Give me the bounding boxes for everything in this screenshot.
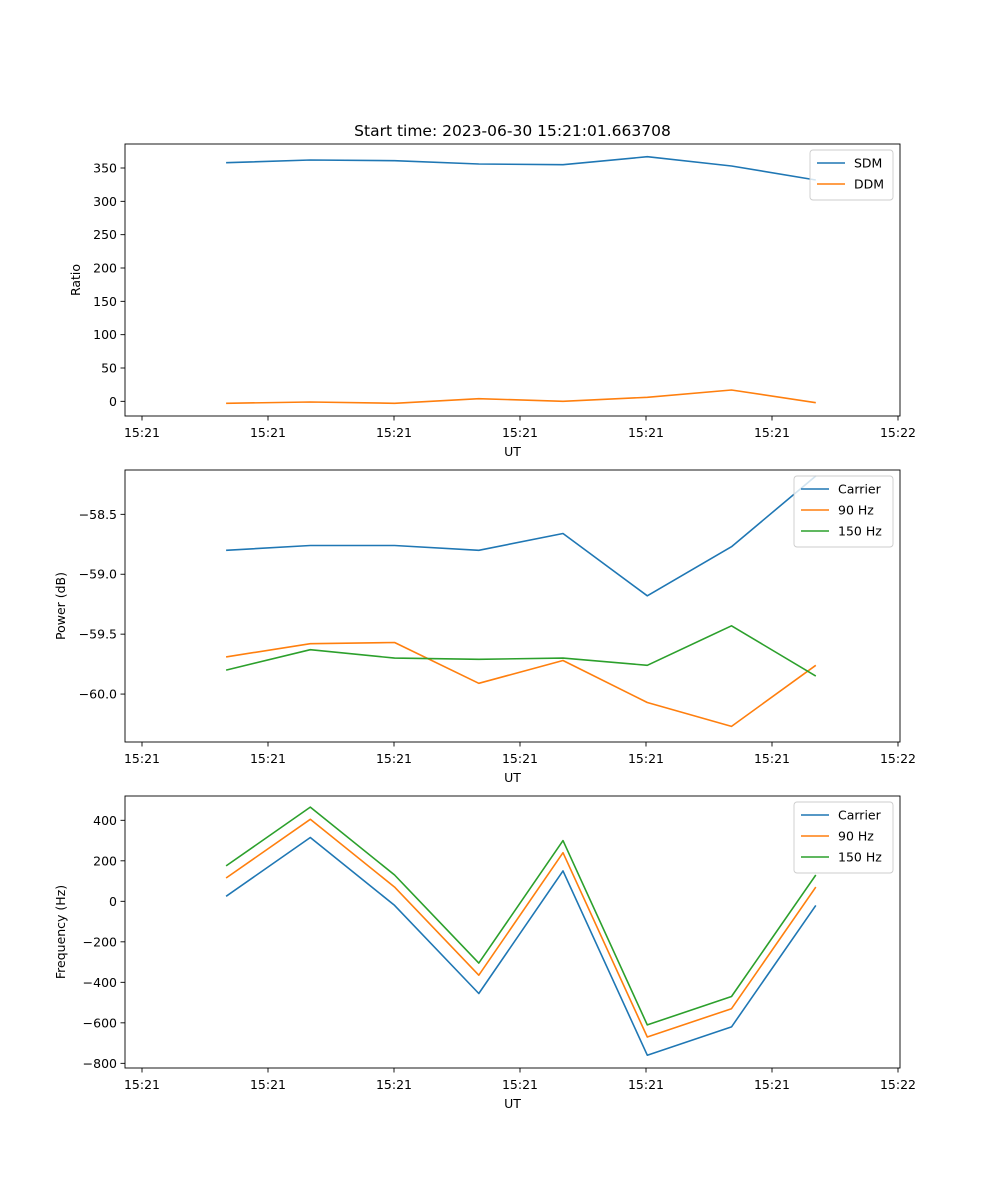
x-tick-label: 15:21: [250, 425, 286, 440]
x-tick-label: 15:21: [754, 1077, 790, 1092]
x-tick-label: 15:21: [124, 1077, 160, 1092]
y-tick-label: −800: [83, 1056, 117, 1071]
x-tick-label: 15:21: [376, 1077, 412, 1092]
figure-title: Start time: 2023-06-30 15:21:01.663708: [354, 122, 671, 140]
x-tick-label: 15:21: [754, 425, 790, 440]
y-tick-label: −58.5: [79, 507, 117, 522]
y-tick-label: 300: [93, 194, 117, 209]
x-tick-label: 15:21: [376, 751, 412, 766]
x-tick-label: 15:21: [250, 1077, 286, 1092]
legend-label: 90 Hz: [838, 829, 874, 844]
series-line-sdm: [226, 155, 816, 181]
y-tick-label: −600: [83, 1015, 117, 1030]
legend: Carrier 90 Hz 150 Hz: [793, 801, 894, 874]
legend-box: [793, 475, 894, 548]
x-tick-label: 15:21: [250, 751, 286, 766]
y-tick-label: 250: [93, 227, 117, 242]
y-axis-label: Power (dB): [53, 572, 68, 640]
legend: SDM DDM: [809, 149, 894, 201]
x-tick-label: 15:21: [628, 1077, 664, 1092]
x-tick-label: 15:21: [124, 425, 160, 440]
x-tick-label: 15:22: [880, 425, 916, 440]
panel-ratio: 15:21 15:21 15:21 15:21 15:21 15:21 15:22 0 50 10…: [68, 143, 916, 459]
series-line-90-hz: [225, 818, 817, 1038]
x-tick-label: 15:21: [628, 425, 664, 440]
axes-frame: [124, 795, 901, 1069]
y-tick-label: 350: [93, 161, 117, 176]
series-line-150-hz: [225, 624, 817, 677]
legend-label: SDM: [854, 156, 882, 171]
y-axis-label: Ratio: [68, 264, 83, 296]
series-line-150-hz: [225, 806, 817, 1026]
legend-label: DDM: [854, 177, 884, 192]
series-line-90-hz: [225, 641, 817, 728]
y-tick-label: −59.0: [79, 567, 117, 582]
y-tick-label: 0: [109, 894, 117, 909]
y-tick-label: 100: [93, 327, 117, 342]
legend-label: 150 Hz: [838, 524, 882, 539]
axes-frame: [124, 143, 901, 417]
panel-power: 15:21 15:21 15:21 15:21 15:21 15:21 15:22 −60.0…: [53, 469, 916, 785]
y-axis-label: Frequency (Hz): [53, 885, 68, 979]
legend-label: 150 Hz: [838, 850, 882, 865]
x-tick-label: 15:22: [880, 751, 916, 766]
axes-frame: [124, 469, 901, 743]
y-tick-label: 400: [93, 813, 117, 828]
x-tick-label: 15:22: [880, 1077, 916, 1092]
x-tick-label: 15:21: [502, 751, 538, 766]
panel-frequency: 15:21 15:21 15:21 15:21 15:21 15:21 15:22 −800 −…: [53, 795, 916, 1111]
x-tick-label: 15:21: [124, 751, 160, 766]
legend-label: 90 Hz: [838, 503, 874, 518]
x-axis-label: UT: [504, 1096, 521, 1111]
y-tick-label: −400: [83, 975, 117, 990]
y-tick-label: −200: [83, 934, 117, 949]
y-tick-label: −59.5: [79, 627, 117, 642]
x-tick-label: 15:21: [754, 751, 790, 766]
y-tick-label: 0: [109, 394, 117, 409]
legend: Carrier 90 Hz 150 Hz: [793, 475, 894, 548]
x-tick-label: 15:21: [376, 425, 412, 440]
series-line-ddm: [226, 389, 816, 405]
legend-label: Carrier: [838, 482, 882, 497]
x-tick-label: 15:21: [628, 751, 664, 766]
x-tick-label: 15:21: [502, 1077, 538, 1092]
y-tick-label: −60.0: [79, 687, 117, 702]
x-axis-label: UT: [504, 444, 521, 459]
legend-box: [793, 801, 894, 874]
series-line-carrier: [226, 475, 817, 597]
x-axis-label: UT: [504, 770, 521, 785]
series-line-carrier: [225, 836, 817, 1056]
y-tick-label: 150: [93, 294, 117, 309]
legend-label: Carrier: [838, 808, 882, 823]
x-tick-label: 15:21: [502, 425, 538, 440]
y-tick-label: 50: [101, 361, 117, 376]
y-tick-label: 200: [93, 853, 117, 868]
y-tick-label: 200: [93, 261, 117, 276]
